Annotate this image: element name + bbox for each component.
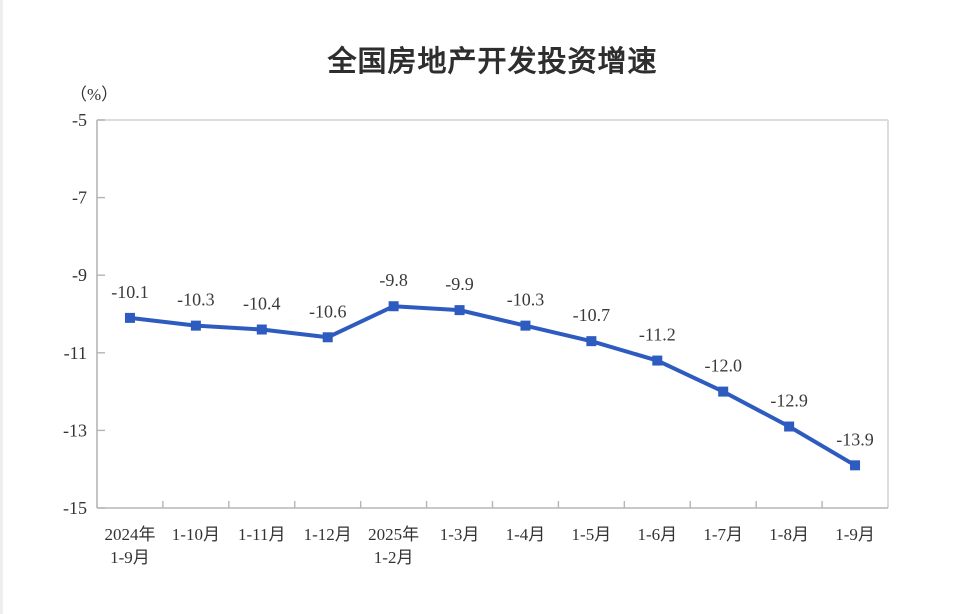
data-label: -10.6	[309, 301, 347, 321]
data-label: -10.1	[111, 282, 149, 302]
data-point-marker	[388, 301, 399, 312]
y-tick-label: -13	[63, 420, 87, 440]
x-tick-label: 1-5月	[572, 525, 612, 544]
x-tick-label: 1-10月	[172, 525, 220, 544]
x-tick-label: 1-12月	[304, 525, 352, 544]
x-tick-label: 1-7月	[703, 525, 743, 544]
data-point-marker	[520, 320, 531, 331]
y-tick-label: -9	[72, 265, 87, 285]
y-tick-label: -7	[72, 188, 87, 208]
data-label: -11.2	[639, 325, 676, 345]
y-tick-label: -15	[63, 498, 87, 518]
y-tick-label: -5	[72, 110, 87, 130]
data-label: -9.8	[379, 270, 408, 290]
data-point-marker	[586, 336, 597, 347]
x-tick-label: 1-9月	[110, 548, 150, 567]
data-point-marker	[850, 460, 861, 471]
y-axis-unit-label: （%）	[70, 85, 119, 104]
chart-title: 全国房地产开发投资增速	[327, 44, 658, 78]
data-point-marker	[454, 305, 465, 316]
y-tick-label: -11	[64, 343, 87, 363]
data-label: -10.3	[177, 290, 215, 310]
data-label: -13.9	[836, 429, 874, 449]
x-tick-label: 1-9月	[835, 525, 875, 544]
data-label: -10.7	[573, 305, 611, 325]
line-series	[127, 304, 858, 468]
data-label: -10.3	[507, 290, 545, 310]
data-point-marker	[190, 320, 201, 331]
data-label: -12.9	[770, 391, 808, 411]
x-tick-label: 1-11月	[238, 525, 286, 544]
data-point-marker	[652, 355, 663, 366]
data-point-marker	[256, 324, 267, 335]
x-tick-label: 1-3月	[440, 525, 480, 544]
x-tick-label: 1-4月	[506, 525, 546, 544]
data-point-marker	[124, 312, 135, 323]
x-tick-label: 2024年	[104, 525, 155, 544]
data-point-marker	[718, 386, 729, 397]
data-label: -10.4	[243, 294, 281, 314]
data-label: -12.0	[704, 356, 742, 376]
data-label: -9.9	[445, 274, 474, 294]
page-edge-strip	[0, 0, 3, 614]
data-point-marker	[784, 421, 795, 432]
x-tick-label: 1-6月	[637, 525, 677, 544]
x-tick-label: 1-2月	[374, 548, 414, 567]
x-tick-label: 1-8月	[769, 525, 809, 544]
x-tick-label: 2025年	[368, 525, 419, 544]
data-point-marker	[322, 332, 333, 343]
